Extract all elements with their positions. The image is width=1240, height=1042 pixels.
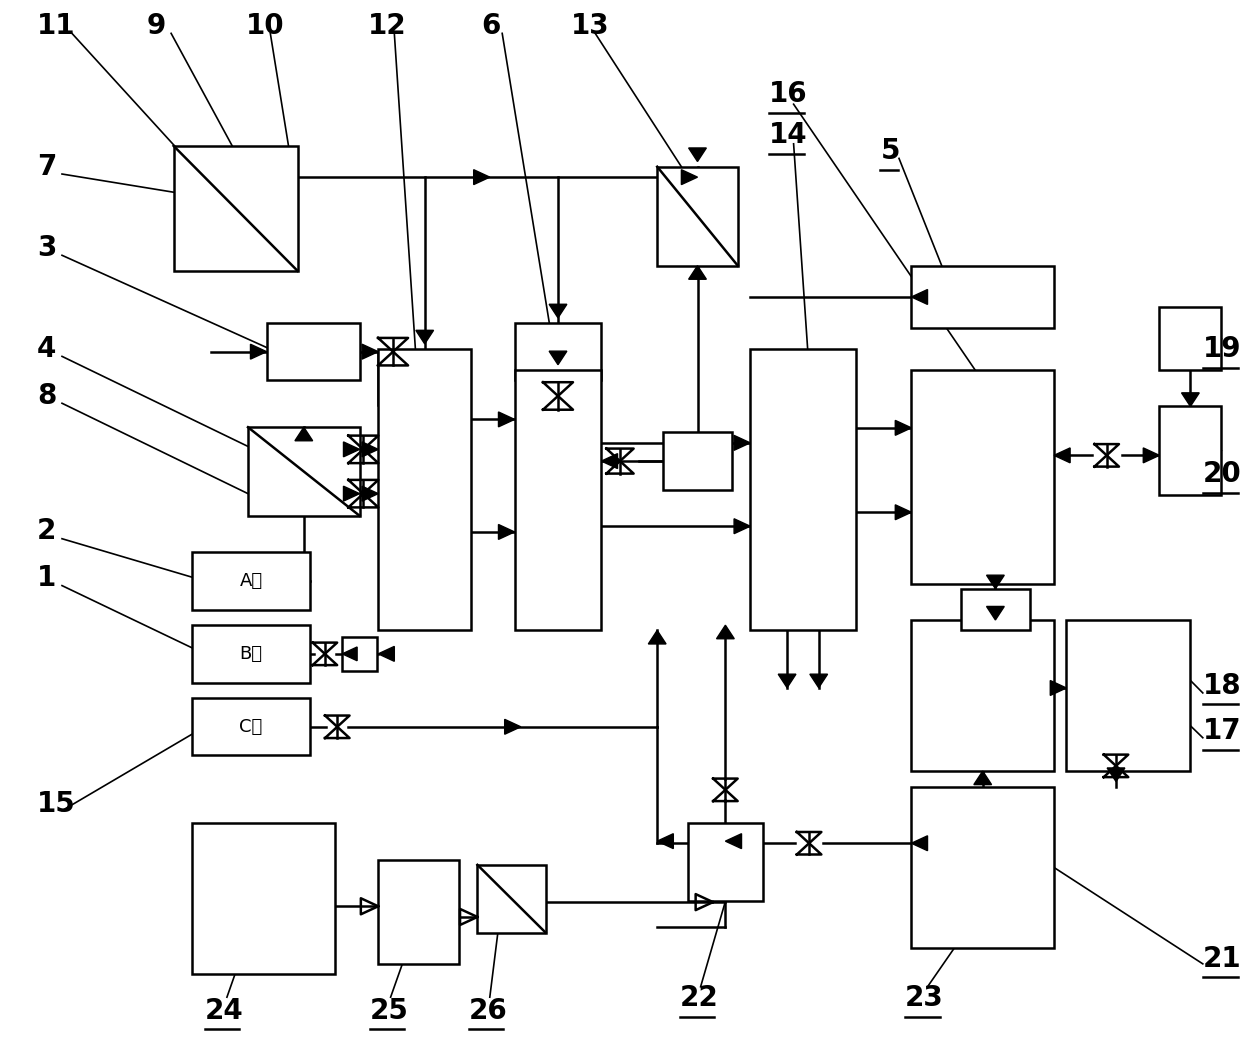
Text: 10: 10 xyxy=(246,13,284,40)
Polygon shape xyxy=(549,351,567,365)
Polygon shape xyxy=(378,646,394,662)
Bar xyxy=(688,823,763,901)
Polygon shape xyxy=(343,442,360,456)
Polygon shape xyxy=(498,524,515,540)
Text: 11: 11 xyxy=(37,13,76,40)
Bar xyxy=(378,349,471,630)
Text: 12: 12 xyxy=(368,13,407,40)
Polygon shape xyxy=(688,266,707,279)
Polygon shape xyxy=(342,647,357,661)
Bar xyxy=(1066,620,1190,771)
Polygon shape xyxy=(362,344,378,359)
Polygon shape xyxy=(1143,448,1159,463)
Polygon shape xyxy=(911,836,928,850)
Text: 4: 4 xyxy=(37,336,57,363)
Polygon shape xyxy=(734,436,750,450)
Text: 16: 16 xyxy=(769,80,807,107)
Bar xyxy=(1159,307,1221,370)
Polygon shape xyxy=(987,606,1004,620)
Text: 13: 13 xyxy=(570,13,609,40)
Polygon shape xyxy=(895,504,911,520)
Text: 15: 15 xyxy=(37,791,76,818)
Text: 24: 24 xyxy=(205,997,243,1024)
Bar xyxy=(515,323,601,380)
Text: 1: 1 xyxy=(37,565,57,592)
Polygon shape xyxy=(987,575,1004,589)
Polygon shape xyxy=(810,674,827,688)
Bar xyxy=(192,698,310,755)
Polygon shape xyxy=(1107,768,1125,782)
Polygon shape xyxy=(601,453,618,469)
Bar xyxy=(515,370,601,630)
Polygon shape xyxy=(895,420,911,436)
Bar xyxy=(663,432,732,490)
Bar xyxy=(911,787,1054,948)
Bar xyxy=(911,370,1054,584)
Polygon shape xyxy=(415,330,434,344)
Bar xyxy=(750,349,856,630)
Polygon shape xyxy=(682,170,697,184)
Bar xyxy=(192,823,335,974)
Polygon shape xyxy=(734,519,750,534)
Polygon shape xyxy=(250,344,267,359)
Text: C料: C料 xyxy=(239,718,263,736)
Text: 3: 3 xyxy=(37,234,57,262)
Polygon shape xyxy=(549,304,567,318)
Polygon shape xyxy=(295,427,312,441)
Bar xyxy=(342,638,377,671)
Polygon shape xyxy=(725,834,742,848)
Bar xyxy=(477,865,546,933)
Bar xyxy=(192,625,310,683)
Bar xyxy=(267,323,360,380)
Polygon shape xyxy=(688,148,707,162)
Polygon shape xyxy=(911,290,928,304)
Text: 8: 8 xyxy=(37,382,57,410)
Polygon shape xyxy=(717,625,734,639)
Bar xyxy=(961,589,1029,630)
Text: 18: 18 xyxy=(1203,672,1240,699)
Polygon shape xyxy=(649,630,666,644)
Text: 2: 2 xyxy=(37,518,57,545)
Polygon shape xyxy=(1182,393,1199,406)
Polygon shape xyxy=(973,771,992,785)
Bar xyxy=(378,860,459,964)
Polygon shape xyxy=(362,487,378,501)
Text: 6: 6 xyxy=(481,13,501,40)
Polygon shape xyxy=(343,487,360,501)
Text: 17: 17 xyxy=(1203,718,1240,745)
Text: 23: 23 xyxy=(905,985,944,1012)
Bar xyxy=(911,620,1054,771)
Text: 9: 9 xyxy=(146,13,166,40)
Polygon shape xyxy=(1050,680,1066,695)
Text: 22: 22 xyxy=(680,985,718,1012)
Polygon shape xyxy=(657,834,673,848)
Bar xyxy=(1159,406,1221,495)
Text: 19: 19 xyxy=(1203,336,1240,363)
Polygon shape xyxy=(498,412,515,427)
Polygon shape xyxy=(1054,448,1070,463)
Bar xyxy=(911,266,1054,328)
Polygon shape xyxy=(362,442,378,456)
Text: B料: B料 xyxy=(239,645,263,663)
Bar xyxy=(192,552,310,610)
Polygon shape xyxy=(779,674,796,688)
Text: 7: 7 xyxy=(37,153,57,180)
Text: A料: A料 xyxy=(239,572,263,590)
Text: 14: 14 xyxy=(769,122,807,149)
Text: 20: 20 xyxy=(1203,461,1240,488)
Text: 25: 25 xyxy=(370,997,408,1024)
Polygon shape xyxy=(474,170,490,184)
Bar xyxy=(174,146,298,271)
Text: 21: 21 xyxy=(1203,945,1240,972)
Polygon shape xyxy=(505,719,521,735)
Bar xyxy=(657,167,738,266)
Bar xyxy=(248,427,360,516)
Text: 26: 26 xyxy=(469,997,507,1024)
Text: 5: 5 xyxy=(880,138,900,165)
